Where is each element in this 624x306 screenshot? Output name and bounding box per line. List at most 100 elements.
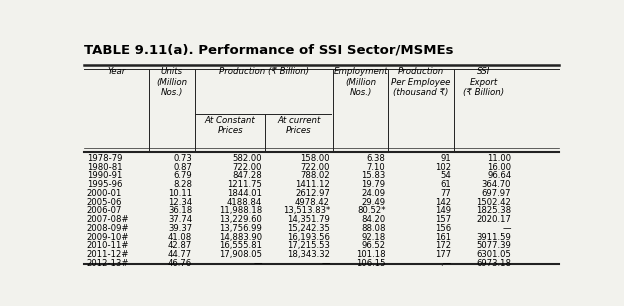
Text: 2000-01: 2000-01 bbox=[87, 189, 122, 198]
Text: —: — bbox=[321, 259, 330, 268]
Text: 16,193.56: 16,193.56 bbox=[287, 233, 330, 241]
Text: 172: 172 bbox=[435, 241, 451, 250]
Text: 2007-08#: 2007-08# bbox=[87, 215, 129, 224]
Text: At current
Prices: At current Prices bbox=[277, 116, 321, 135]
Text: 1502.42: 1502.42 bbox=[477, 198, 511, 207]
Text: 722.00: 722.00 bbox=[300, 163, 330, 172]
Text: 6973.18: 6973.18 bbox=[476, 259, 511, 268]
Text: 149: 149 bbox=[435, 206, 451, 215]
Text: 3911.59: 3911.59 bbox=[477, 233, 511, 241]
Text: 24.09: 24.09 bbox=[361, 189, 386, 198]
Text: 4188.84: 4188.84 bbox=[227, 198, 262, 207]
Text: 15,242.35: 15,242.35 bbox=[287, 224, 330, 233]
Text: .—: .— bbox=[440, 259, 451, 268]
Text: 2612.97: 2612.97 bbox=[295, 189, 330, 198]
Text: 4978.42: 4978.42 bbox=[295, 198, 330, 207]
Text: 18,343.32: 18,343.32 bbox=[287, 250, 330, 259]
Text: 847.28: 847.28 bbox=[233, 171, 262, 181]
Text: 15.83: 15.83 bbox=[361, 171, 386, 181]
Text: 1990-91: 1990-91 bbox=[87, 171, 122, 181]
Text: —: — bbox=[254, 259, 262, 268]
Text: 6.38: 6.38 bbox=[367, 154, 386, 163]
Text: 10.11: 10.11 bbox=[168, 189, 192, 198]
Text: 2012-13#: 2012-13# bbox=[87, 259, 129, 268]
Text: 11,988.18: 11,988.18 bbox=[219, 206, 262, 215]
Text: 156: 156 bbox=[435, 224, 451, 233]
Text: 13,513.83*: 13,513.83* bbox=[283, 206, 330, 215]
Text: 158.00: 158.00 bbox=[300, 154, 330, 163]
Text: 161: 161 bbox=[435, 233, 451, 241]
Text: 1411.12: 1411.12 bbox=[295, 180, 330, 189]
Text: SSI
Export
(₹ Billion): SSI Export (₹ Billion) bbox=[464, 67, 505, 97]
Text: 17,215.53: 17,215.53 bbox=[287, 241, 330, 250]
Text: Units
(Million
Nos.): Units (Million Nos.) bbox=[157, 67, 188, 97]
Text: 1995-96: 1995-96 bbox=[87, 180, 122, 189]
Text: 16,555.81: 16,555.81 bbox=[219, 241, 262, 250]
Text: At Constant
Prices: At Constant Prices bbox=[205, 116, 255, 135]
Text: 697.97: 697.97 bbox=[482, 189, 511, 198]
Text: 29.49: 29.49 bbox=[361, 198, 386, 207]
Text: 84.20: 84.20 bbox=[361, 215, 386, 224]
Text: 364.70: 364.70 bbox=[482, 180, 511, 189]
Text: 7.10: 7.10 bbox=[367, 163, 386, 172]
Text: 16.00: 16.00 bbox=[487, 163, 511, 172]
Text: 41.08: 41.08 bbox=[168, 233, 192, 241]
Text: 13,756.99: 13,756.99 bbox=[220, 224, 262, 233]
Text: 1980-81: 1980-81 bbox=[87, 163, 122, 172]
Text: 1844.01: 1844.01 bbox=[227, 189, 262, 198]
Text: 142: 142 bbox=[435, 198, 451, 207]
Text: 2005-06: 2005-06 bbox=[87, 198, 122, 207]
Text: 8.28: 8.28 bbox=[173, 180, 192, 189]
Text: 11.00: 11.00 bbox=[487, 154, 511, 163]
Text: 106.15: 106.15 bbox=[356, 259, 386, 268]
Text: 157: 157 bbox=[435, 215, 451, 224]
Text: Production (₹ Billion): Production (₹ Billion) bbox=[219, 67, 309, 76]
Text: —: — bbox=[503, 224, 511, 233]
Text: 2010-11#: 2010-11# bbox=[87, 241, 129, 250]
Text: Employment
(Million
Nos.): Employment (Million Nos.) bbox=[333, 67, 388, 97]
Text: 96.64: 96.64 bbox=[487, 171, 511, 181]
Text: 101.18: 101.18 bbox=[356, 250, 386, 259]
Text: 61: 61 bbox=[440, 180, 451, 189]
Text: 2020.17: 2020.17 bbox=[477, 215, 511, 224]
Text: 5077.39: 5077.39 bbox=[477, 241, 511, 250]
Text: 0.73: 0.73 bbox=[173, 154, 192, 163]
Text: 12.34: 12.34 bbox=[168, 198, 192, 207]
Text: 6.79: 6.79 bbox=[173, 171, 192, 181]
Text: 2011-12#: 2011-12# bbox=[87, 250, 129, 259]
Text: 102: 102 bbox=[435, 163, 451, 172]
Text: 788.02: 788.02 bbox=[300, 171, 330, 181]
Text: 88.08: 88.08 bbox=[361, 224, 386, 233]
Text: 13,229.60: 13,229.60 bbox=[220, 215, 262, 224]
Text: 14,351.79: 14,351.79 bbox=[287, 215, 330, 224]
Text: 19.79: 19.79 bbox=[361, 180, 386, 189]
Text: 46.76: 46.76 bbox=[168, 259, 192, 268]
Text: 582.00: 582.00 bbox=[233, 154, 262, 163]
Text: 2009-10#: 2009-10# bbox=[87, 233, 129, 241]
Text: 92.18: 92.18 bbox=[361, 233, 386, 241]
Text: 91: 91 bbox=[440, 154, 451, 163]
Text: 177: 177 bbox=[435, 250, 451, 259]
Text: 44.77: 44.77 bbox=[168, 250, 192, 259]
Text: 36.18: 36.18 bbox=[168, 206, 192, 215]
Text: 1211.75: 1211.75 bbox=[227, 180, 262, 189]
Text: Production
Per Employee
(thousand ₹): Production Per Employee (thousand ₹) bbox=[391, 67, 451, 97]
Text: 80.52*: 80.52* bbox=[357, 206, 386, 215]
Text: 96.52: 96.52 bbox=[361, 241, 386, 250]
Text: 722.00: 722.00 bbox=[233, 163, 262, 172]
Text: 1825.38: 1825.38 bbox=[476, 206, 511, 215]
Text: 17,908.05: 17,908.05 bbox=[219, 250, 262, 259]
Text: 77: 77 bbox=[440, 189, 451, 198]
Text: Year: Year bbox=[107, 67, 125, 76]
Text: 37.74: 37.74 bbox=[168, 215, 192, 224]
Text: TABLE 9.11(a). Performance of SSI Sector/MSMEs: TABLE 9.11(a). Performance of SSI Sector… bbox=[84, 44, 453, 57]
Text: 42.87: 42.87 bbox=[168, 241, 192, 250]
Text: 6301.05: 6301.05 bbox=[477, 250, 511, 259]
Text: 2008-09#: 2008-09# bbox=[87, 224, 129, 233]
Text: 54: 54 bbox=[440, 171, 451, 181]
Text: 0.87: 0.87 bbox=[173, 163, 192, 172]
Text: 14,883.90: 14,883.90 bbox=[219, 233, 262, 241]
Text: 39.37: 39.37 bbox=[168, 224, 192, 233]
Text: 2006-07: 2006-07 bbox=[87, 206, 122, 215]
Text: 1978-79: 1978-79 bbox=[87, 154, 122, 163]
